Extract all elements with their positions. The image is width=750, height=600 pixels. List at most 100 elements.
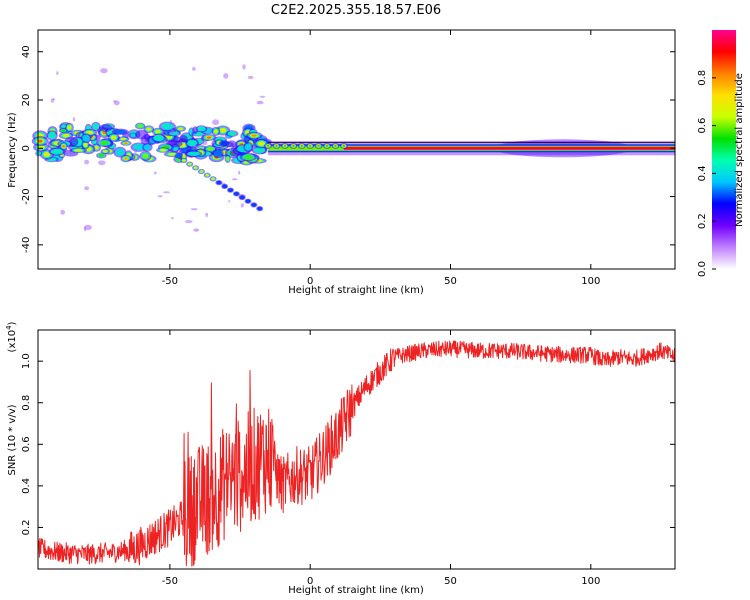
chirp-blob [199,170,204,173]
x-tick-label: 0 [307,576,313,587]
chirp-blob [257,206,263,211]
spectral-blob [37,139,43,143]
chirp-blob [187,162,192,166]
snr-multiplier-close: ) [7,321,18,325]
snr-multiplier-exponent: 4 [5,325,13,330]
spectral-blob [114,129,127,135]
spectral-speck [242,64,246,70]
snr-y-axis-label: SNR (10 * v/v) [7,404,18,475]
spectral-speck [60,209,65,215]
carrier-start-blob [309,145,312,147]
carrier-start-blob [266,145,270,147]
spectral-blob [142,153,149,159]
colorbar-ticks: 0.0 0.2 0.4 0.6 0.8 [697,70,716,277]
spectrogram-marks [31,64,675,232]
spectral-speck [100,68,108,74]
spectral-blob [253,147,266,154]
snr-series-line [38,340,675,567]
spectral-speck [228,200,231,203]
spectral-blob [100,141,109,145]
snr-frame [37,329,676,570]
spectral-speck [205,212,209,217]
colorbar-tick-label: 0.8 [697,70,708,86]
spectral-speck [84,159,90,165]
x-tick-label: 50 [444,576,457,587]
chirp-blob [211,177,215,181]
spectral-blob [219,128,227,133]
spectral-speck [238,170,241,175]
spectral-speck [185,220,193,224]
spectral-speck [247,75,254,79]
spectrogram-panel: -50 0 50 100 -40 -20 0 20 40 Height of straight… [7,29,676,296]
y-tick-label: 0.2 [21,519,32,535]
carrier-start-blob [283,145,287,147]
spectral-speck [256,100,264,105]
spectral-blob [143,144,152,151]
spectral-blob [187,139,198,147]
chirp-blob [182,159,186,162]
x-tick-label: 100 [581,576,600,587]
spectral-blob [61,129,66,132]
spectral-blob [99,124,113,132]
snr-x-ticks: -50 0 50 100 [162,330,600,587]
carrier-core [343,146,675,150]
snr-background [38,330,675,569]
x-tick-label: 50 [444,276,457,287]
spectral-blob [251,134,257,137]
spectral-speck [170,128,175,135]
snr-multiplier-base: (x10 [7,330,18,353]
spectral-blob [179,135,188,143]
spectral-speck [52,98,56,101]
spectral-speck [153,171,157,175]
spectral-speck [134,148,138,153]
y-tick-label: -20 [21,188,32,204]
spectral-blob [83,142,88,147]
spectral-speck [56,71,59,76]
spectrogram-y-axis-label: Frequency (Hz) [7,112,18,188]
carrier-start-blob [300,145,303,147]
spectral-blob [227,131,237,137]
spectral-speck [231,178,238,181]
x-tick-label: 100 [581,276,600,287]
spectral-speck [84,224,92,231]
spectral-speck [145,135,148,138]
carrier-start-blob [292,145,295,147]
spectral-blob [226,156,230,161]
spectral-blob [168,152,177,156]
spectral-speck [190,208,198,211]
chirp-blob [245,199,251,204]
spectral-blob [102,150,108,153]
spectral-blob [43,151,51,157]
spectral-blob [124,142,128,144]
spectral-speck [113,100,116,103]
spectral-blob [135,129,149,140]
spectral-speck [212,119,220,126]
chirp-blob [222,184,228,189]
y-tick-label: 0.6 [21,436,32,452]
spectral-blob [36,151,42,156]
spectral-speck [162,191,171,194]
y-tick-label: 1.0 [21,353,32,369]
spectral-blob [257,141,266,147]
snr-x-axis-label: Height of straight line (km) [288,585,424,596]
spectral-blob [220,141,229,146]
spectral-blob [187,151,200,157]
spectral-speck [171,217,174,220]
spectral-blob [176,153,182,158]
spectral-blob [124,157,128,160]
spectral-blob [92,123,100,130]
spectral-speck [98,160,106,166]
carrier-start-blob [317,145,320,147]
carrier-start-blob [275,145,278,147]
y-tick-label: 0.4 [21,478,32,494]
spectral-blob [137,124,143,128]
x-tick-label: 0 [307,276,313,287]
y-tick-label: 0 [21,145,32,151]
colorbar-tick-label: 0.0 [697,261,708,277]
spectral-blob [110,135,117,140]
y-tick-label: -40 [21,237,32,253]
spectral-blob [130,133,136,138]
colorbar-tick-label: 0.4 [697,165,708,181]
spectrogram-frame [37,29,676,270]
